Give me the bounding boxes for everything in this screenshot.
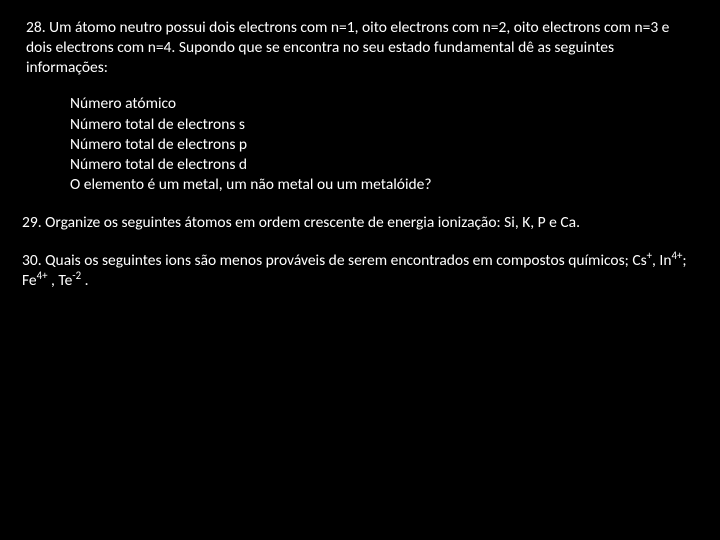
list-item: Número total de electrons p <box>70 135 692 155</box>
question-28-text: 28. Um átomo neutro possui dois electron… <box>22 18 692 78</box>
question-30-text: 30. Quais os seguintes ions são menos pr… <box>22 251 692 291</box>
superscript: 4+ <box>671 249 682 262</box>
superscript: 4+ <box>37 269 48 282</box>
question-29-text: 29. Organize os seguintes átomos em orde… <box>22 213 692 233</box>
q30-mid: , In <box>652 251 671 270</box>
question-28-list: Número atómico Número total de electrons… <box>22 94 692 195</box>
q30-suffix: . <box>81 271 88 290</box>
q30-prefix: 30. Quais os seguintes ions são menos pr… <box>22 251 647 270</box>
superscript: -2 <box>72 269 81 282</box>
list-item: Número total de electrons s <box>70 115 692 135</box>
list-item: Número atómico <box>70 94 692 114</box>
list-item: Número total de electrons d <box>70 155 692 175</box>
list-item: O elemento é um metal, um não metal ou u… <box>70 175 692 195</box>
q30-mid: , Te <box>48 271 73 290</box>
